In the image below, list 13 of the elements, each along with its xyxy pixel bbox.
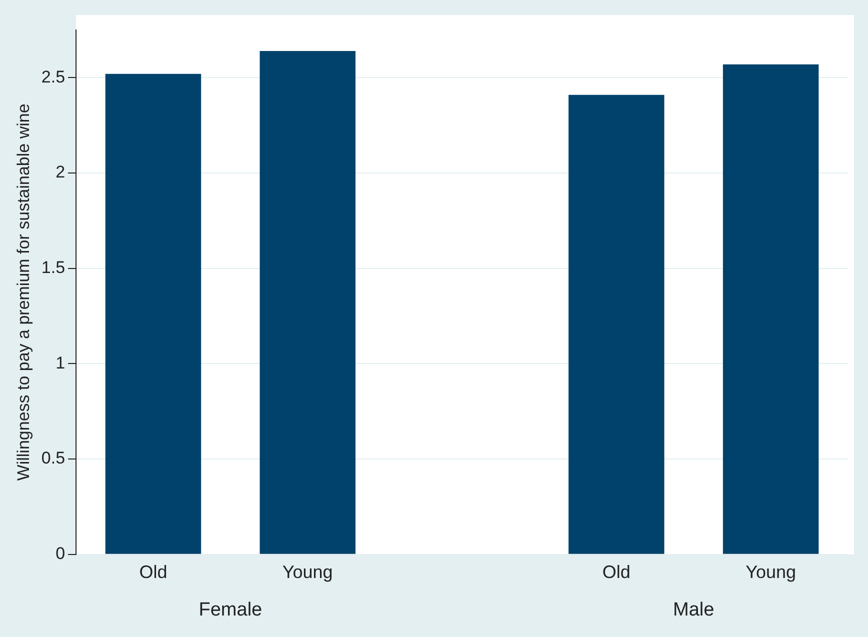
x-tick-label: Young	[746, 562, 796, 582]
x-tick-label: Old	[139, 562, 168, 582]
y-tick-label: 0	[56, 544, 66, 564]
y-tick-label: 2	[56, 162, 66, 182]
y-tick-label: 1.5	[41, 258, 66, 278]
y-tick-label: 1	[56, 353, 66, 372]
y-axis-title: Willingness to pay a premium for sustainable wine	[14, 104, 33, 481]
text: Female	[198, 600, 262, 621]
x-tick-label: Old	[602, 562, 630, 582]
y-tick-label: 2.5	[41, 67, 66, 86]
x-tick-label: Young	[282, 562, 333, 582]
y-tick-label: 0.5	[41, 448, 66, 468]
text: Male	[673, 600, 714, 621]
